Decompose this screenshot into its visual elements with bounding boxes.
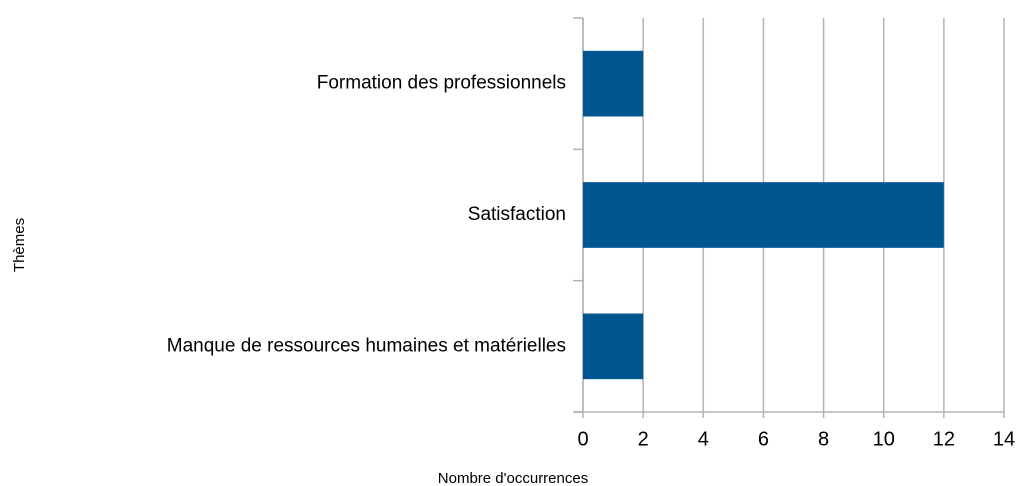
bar: [583, 50, 644, 117]
y-axis-label: Thèmes: [11, 218, 28, 272]
x-tick-label: 12: [933, 428, 955, 450]
bar: [583, 182, 944, 248]
y-tick-label: Manque de ressources humaines et matérie…: [167, 335, 566, 356]
x-tick-label: 10: [873, 428, 895, 450]
y-tick-label: Satisfaction: [468, 204, 566, 225]
x-tick-label: 4: [698, 428, 709, 450]
x-tick-label: 8: [818, 428, 829, 450]
x-axis-label: Nombre d'occurrences: [438, 470, 588, 486]
x-tick-label: 0: [577, 428, 588, 450]
bar: [583, 313, 644, 380]
x-tick-label: 14: [993, 428, 1015, 450]
y-tick-label: Formation des professionnels: [317, 73, 566, 94]
x-tick-label: 2: [638, 428, 649, 450]
x-tick-label: 6: [758, 428, 769, 450]
